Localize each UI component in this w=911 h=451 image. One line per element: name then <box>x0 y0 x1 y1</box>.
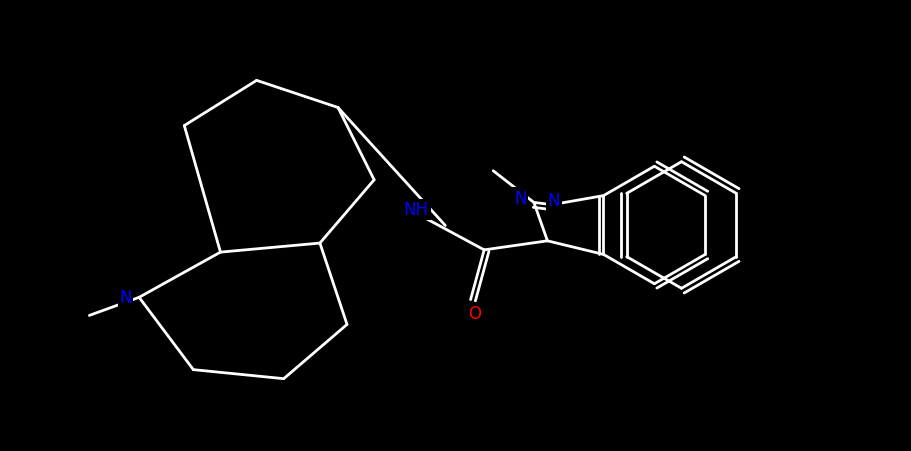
Text: N: N <box>548 192 560 210</box>
Text: O: O <box>468 304 482 322</box>
Text: NH: NH <box>404 201 429 219</box>
Text: N: N <box>119 289 132 307</box>
Text: N: N <box>514 189 527 207</box>
